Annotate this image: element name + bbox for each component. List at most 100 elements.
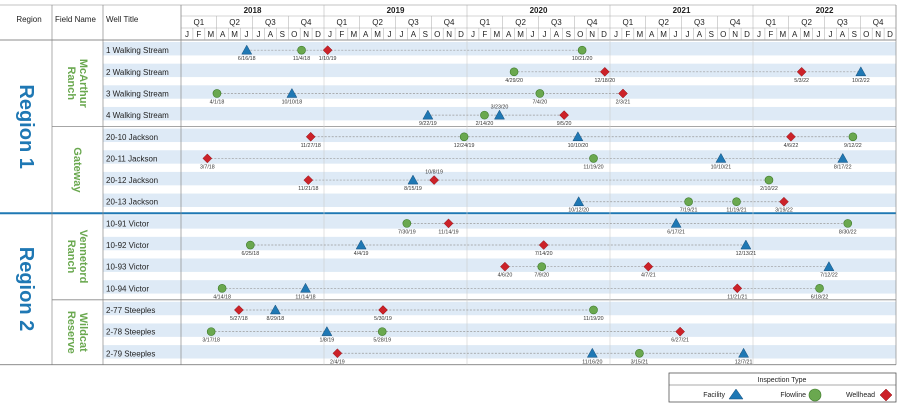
legend-wellhead-icon	[879, 388, 893, 402]
month-label: M	[374, 30, 381, 39]
marker-flowline	[684, 197, 693, 207]
month-label: M	[493, 30, 500, 39]
month-label: O	[434, 30, 440, 39]
month-label: A	[649, 30, 655, 39]
quarter-label: Q1	[623, 18, 634, 27]
month-label: D	[458, 30, 464, 39]
event-date-label: 1/10/19	[319, 56, 337, 62]
well-title: 20-13 Jackson	[106, 198, 158, 207]
marker-facility	[269, 304, 281, 315]
quarter-label: Q3	[837, 18, 848, 27]
marker-facility	[738, 347, 750, 358]
quarter-label: Q4	[301, 18, 312, 27]
marker-flowline	[732, 197, 741, 207]
month-label: A	[554, 30, 560, 39]
marker-wellhead	[786, 131, 796, 142]
marker-wellhead	[618, 88, 628, 99]
event-date-label: 10/21/20	[572, 56, 593, 62]
month-label: S	[280, 30, 285, 39]
marker-wellhead	[599, 66, 610, 77]
row-band	[103, 301, 896, 316]
month-label: D	[315, 30, 321, 39]
event-date-label: 6/18/22	[811, 294, 829, 300]
marker-flowline	[848, 132, 858, 142]
event-date-label: 4/6/20	[498, 273, 513, 279]
month-label: A	[792, 30, 798, 39]
marker-facility	[823, 261, 835, 271]
timeline-header: Region Field Name Well Title 2018 Q1 Q2 Q3 Q…	[16, 6, 893, 39]
well-title: 2-79 Steeples	[106, 349, 155, 358]
row-band	[103, 85, 896, 99]
timeline-connectors	[207, 49, 861, 354]
marker-wellhead	[779, 196, 789, 207]
event-date-label: 7/19/21	[680, 208, 698, 214]
event-date-label: 1/8/19	[320, 338, 335, 344]
event-date-label: 12/18/20	[594, 78, 615, 84]
month-label: O	[291, 30, 297, 39]
well-title: 4 Walking Stream	[106, 111, 169, 120]
event-date-label: 12/13/21	[736, 251, 757, 257]
inspection-markers: 6/16/18 11/4/18 1/10/19 10/21/20 4/29/20 12/1…	[200, 44, 870, 365]
event-date-label: 4/7/21	[641, 273, 656, 279]
quarter-label: Q3	[265, 18, 276, 27]
quarter-label: Q1	[194, 18, 205, 27]
marker-flowline	[577, 45, 587, 55]
well-column-header: Well Title	[106, 15, 139, 24]
quarter-label: Q1	[766, 18, 777, 27]
row-band	[103, 63, 896, 78]
marker-wellhead	[303, 175, 314, 185]
month-label: M	[636, 30, 643, 39]
legend-title: Inspection Type	[758, 377, 807, 384]
event-date-label: 10/12/20	[568, 208, 589, 214]
marker-facility	[670, 217, 682, 228]
event-date-label: 8/15/19	[404, 186, 422, 192]
month-label: N	[446, 30, 452, 39]
month-label: D	[887, 30, 893, 39]
month-label: D	[744, 30, 750, 39]
marker-wellhead	[443, 218, 454, 229]
event-date-label: 2/3/21	[616, 99, 631, 105]
row-bands	[103, 42, 896, 359]
quarter-label: Q2	[515, 18, 526, 27]
marker-facility	[355, 239, 367, 250]
gridlines	[0, 4, 897, 366]
marker-wellhead	[332, 348, 343, 359]
month-label: M	[517, 30, 524, 39]
month-label: J	[245, 30, 249, 39]
quarter-label: Q4	[587, 18, 598, 27]
well-title: 1 Walking Stream	[106, 46, 169, 55]
region-column-header: Region	[16, 15, 41, 24]
month-label: N	[875, 30, 881, 39]
event-date-label: 3/7/18	[200, 164, 215, 170]
month-label: J	[542, 30, 546, 39]
event-date-label: 7/14/20	[535, 251, 553, 257]
month-label: J	[256, 30, 260, 39]
legend: Inspection Type Facility Flowline Wellhe…	[668, 372, 897, 403]
legend-wellhead-label: Wellhead	[846, 392, 875, 399]
marker-flowline	[217, 284, 227, 293]
field-name-line: Gateway	[71, 147, 83, 193]
marker-facility	[422, 109, 434, 120]
month-label: J	[674, 30, 678, 39]
event-date-label: 4/6/22	[784, 143, 799, 149]
month-label: A	[840, 30, 846, 39]
row-band	[103, 193, 896, 207]
marker-facility	[586, 347, 598, 358]
quarter-label: Q4	[873, 18, 884, 27]
field-name-line: McArthur	[77, 59, 89, 109]
month-label: F	[625, 30, 630, 39]
quarter-label: Q4	[730, 18, 741, 27]
event-date-label: 11/19/20	[583, 164, 603, 170]
field-name-line: Ranch	[65, 66, 77, 100]
well-title: 10-93 Victor	[106, 263, 149, 272]
marker-facility	[837, 152, 849, 163]
event-date-label: 9/5/20	[557, 121, 572, 127]
region-name: Region 1	[15, 84, 37, 168]
event-date-label: 3/15/21	[631, 359, 649, 365]
marker-wellhead	[643, 261, 654, 272]
month-label: M	[231, 30, 238, 39]
quarter-label: Q3	[694, 18, 705, 27]
region-name: Region 2	[15, 247, 37, 331]
